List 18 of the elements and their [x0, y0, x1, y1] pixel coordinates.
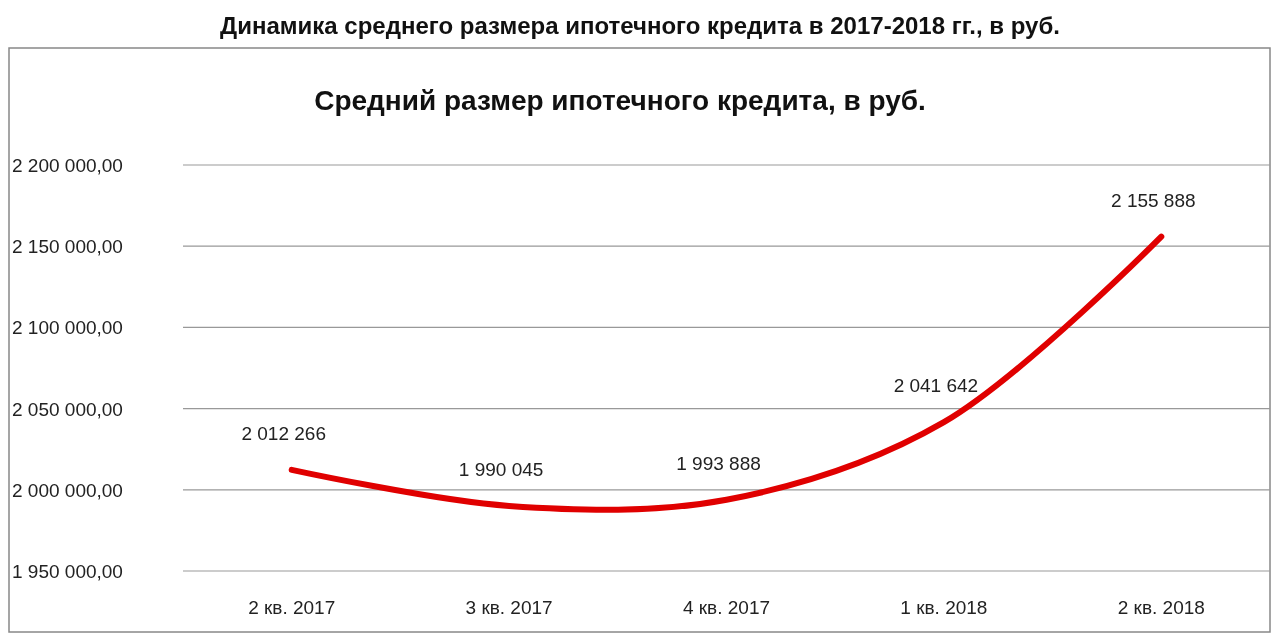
chart-title: Динамика среднего размера ипотечного кредита в 2017-2018 гг., в руб.: [220, 12, 1060, 39]
x-tick-label: 2 кв. 2018: [1117, 597, 1205, 618]
data-label: 2 041 642: [893, 375, 979, 397]
y-tick-label: 2 000 000,00: [12, 479, 123, 501]
x-tick-label: 1 кв. 2018: [900, 597, 988, 618]
y-tick-label: 2 150 000,00: [12, 236, 123, 258]
y-tick-label: 1 950 000,00: [12, 561, 123, 582]
x-tick-label: 3 кв. 2017: [465, 597, 553, 618]
y-tick-label: 2 050 000,00: [12, 398, 123, 420]
y-tick-label: 2 200 000,00: [12, 155, 123, 176]
data-label: 1 993 888: [676, 452, 761, 474]
data-label: 2 155 888: [1111, 189, 1196, 211]
data-label: 1 990 045: [458, 458, 544, 480]
y-tick-label: 2 100 000,00: [12, 317, 123, 339]
x-tick-label: 2 кв. 2017: [248, 597, 336, 618]
x-tick-label: 4 кв. 2017: [682, 597, 771, 618]
chart-subtitle: Средний размер ипотечного кредита, в руб.: [314, 85, 926, 116]
data-label: 2 012 266: [241, 422, 326, 444]
